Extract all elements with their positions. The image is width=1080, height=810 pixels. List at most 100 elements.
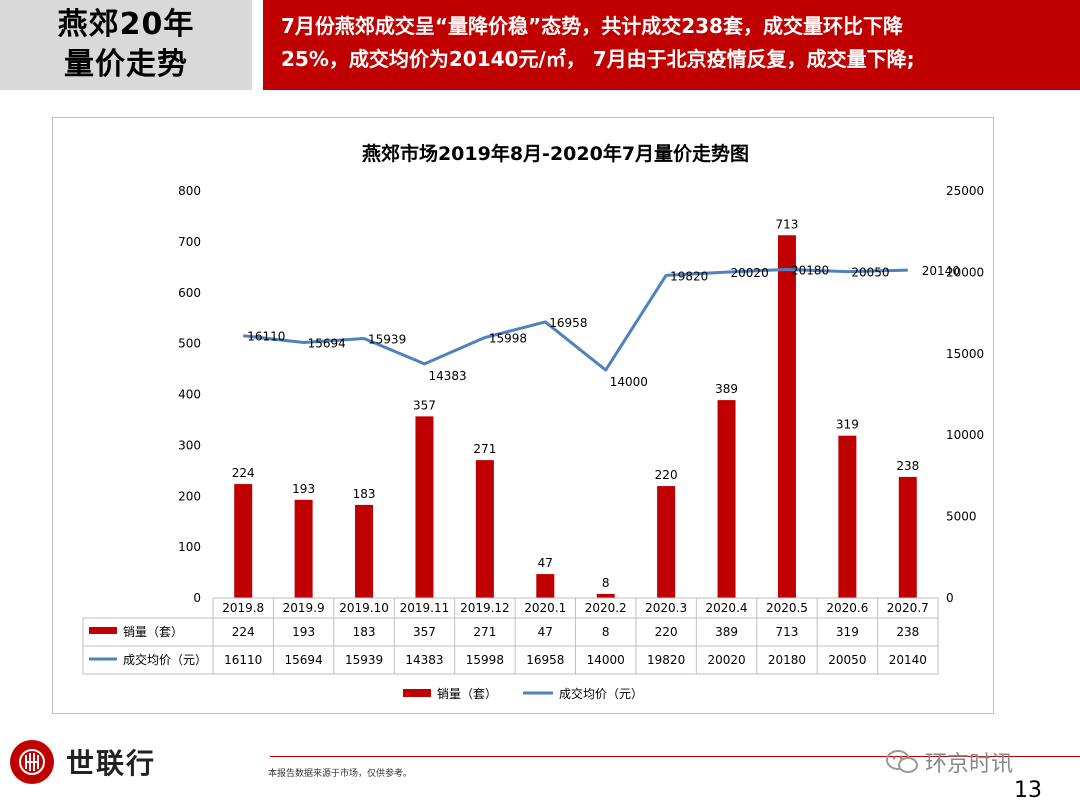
section-title: 燕郊20年 量价走势 <box>0 0 252 90</box>
y-right-tick-label: 15000 <box>946 347 984 361</box>
table-cell-price: 20180 <box>768 653 806 667</box>
headline-line2: 25%，成交均价为20140元/㎡， 7月由于北京疫情反复，成交量下降; <box>281 47 915 71</box>
x-tick-label: 2019.9 <box>283 601 325 615</box>
bar-sales-2019.12 <box>475 460 494 598</box>
chart-frame: 燕郊市场2019年8月-2020年7月量价走势图 0 100 200 300 400 500… <box>52 117 994 714</box>
table-cell-sales: 271 <box>473 625 496 639</box>
table-cell-sales: 357 <box>413 625 436 639</box>
page-number: 13 <box>1014 778 1042 803</box>
x-tick-label: 2020.2 <box>585 601 627 615</box>
table-cell-sales: 193 <box>292 625 315 639</box>
y-right-tick-label: 5000 <box>946 510 977 524</box>
table-cell-sales: 319 <box>836 625 859 639</box>
table-cell-sales: 183 <box>353 625 376 639</box>
bar-sales-2020.3 <box>657 486 676 598</box>
source-note: 本报告数据来源于市场，仅供参考。 <box>268 769 413 779</box>
table-cell-price: 20140 <box>889 653 927 667</box>
y-left-tick-label: 100 <box>178 540 201 554</box>
table-cell-price: 15998 <box>466 653 504 667</box>
table-cell-sales: 47 <box>538 625 553 639</box>
volume-price-chart: 燕郊市场2019年8月-2020年7月量价走势图 0 100 200 300 400 500… <box>82 142 984 701</box>
y-left-tick-label: 200 <box>178 489 201 503</box>
table-cell-sales: 238 <box>896 625 919 639</box>
bar-sales-2020.6 <box>838 435 857 598</box>
legend-sales: 销量（套） <box>437 687 497 701</box>
line-data-label: 16958 <box>549 316 587 330</box>
x-tick-label: 2020.5 <box>766 601 808 615</box>
line-data-label: 15998 <box>489 332 527 346</box>
y-left-tick-label: 500 <box>178 337 201 351</box>
bar-sales-2020.1 <box>536 574 555 598</box>
bar-sales-2019.8 <box>234 484 253 598</box>
bar-data-label: 713 <box>776 217 799 231</box>
x-tick-label: 2019.10 <box>339 601 389 615</box>
table-cell-price: 16958 <box>526 653 564 667</box>
line-data-label: 19820 <box>670 269 708 283</box>
table-cell-price: 14000 <box>587 653 625 667</box>
table-cell-price: 19820 <box>647 653 685 667</box>
table-cell-sales: 220 <box>655 625 678 639</box>
y-right-tick-label: 10000 <box>946 428 984 442</box>
bar-sales-2020.2 <box>596 593 615 598</box>
bar-sales-2019.10 <box>355 504 374 598</box>
x-tick-label: 2020.1 <box>524 601 566 615</box>
table-cell-sales: 8 <box>602 625 610 639</box>
x-tick-label: 2019.8 <box>222 601 264 615</box>
section-title-line1: 燕郊20年 <box>57 7 195 42</box>
line-data-label: 15694 <box>308 337 346 351</box>
y-right-tick-label: 0 <box>946 591 954 605</box>
bar-data-label: 389 <box>715 382 738 396</box>
bar-sales-2020.4 <box>717 400 736 598</box>
company-logo-text: 世联行 <box>66 747 157 780</box>
bar-data-label: 8 <box>602 576 610 590</box>
y-left-tick-label: 0 <box>193 591 201 605</box>
x-tick-label: 2019.12 <box>460 601 510 615</box>
table-legend-bar-key <box>89 627 117 634</box>
legend-price: 成交均价（元） <box>559 686 643 701</box>
bar-data-label: 319 <box>836 418 859 432</box>
table-cell-price: 15939 <box>345 653 383 667</box>
table-cell-sales: 713 <box>776 625 799 639</box>
x-tick-label: 2020.7 <box>887 601 929 615</box>
bar-data-label: 47 <box>538 556 553 570</box>
x-tick-label: 2019.11 <box>400 601 450 615</box>
y-right-tick-label: 25000 <box>946 184 984 198</box>
table-row-header-price: 成交均价（元） <box>123 652 207 667</box>
line-data-label: 14383 <box>428 369 466 383</box>
legend-bar-key <box>403 689 431 697</box>
table-cell-price: 15694 <box>285 653 323 667</box>
bar-sales-2019.11 <box>415 416 434 598</box>
chart-title: 燕郊市场2019年8月-2020年7月量价走势图 <box>362 142 749 165</box>
table-cell-sales: 224 <box>232 625 255 639</box>
line-data-label: 20180 <box>791 263 829 277</box>
bar-data-label: 271 <box>473 442 496 456</box>
table-cell-price: 20050 <box>828 653 866 667</box>
footer-divider <box>270 756 1080 757</box>
bar-data-label: 220 <box>655 468 678 482</box>
line-data-label: 15939 <box>368 333 406 347</box>
y-right-tick-label: 20000 <box>946 265 984 279</box>
bar-data-label: 183 <box>353 487 376 501</box>
line-data-label: 20020 <box>731 266 769 280</box>
section-title-line2: 量价走势 <box>64 47 188 82</box>
y-left-tick-label: 400 <box>178 388 201 402</box>
y-left-tick-label: 600 <box>178 286 201 300</box>
y-left-tick-label: 700 <box>178 235 201 249</box>
bar-data-label: 357 <box>413 398 436 412</box>
line-data-label: 14000 <box>610 375 648 389</box>
table-cell-price: 14383 <box>405 653 443 667</box>
x-tick-label: 2020.6 <box>826 601 868 615</box>
y-left-tick-label: 800 <box>178 184 201 198</box>
table-cell-sales: 389 <box>715 625 738 639</box>
wechat-account-name: 环京时讯 <box>925 752 1014 777</box>
line-data-label: 20140 <box>922 264 960 278</box>
wechat-icon <box>886 750 918 773</box>
headline-line1: 7月份燕郊成交呈“量降价稳”态势，共计成交238套，成交量环比下降 <box>281 14 903 38</box>
line-data-label: 20050 <box>851 266 889 280</box>
bar-sales-2019.9 <box>294 499 313 598</box>
bar-sales-2020.5 <box>777 235 796 598</box>
x-tick-label: 2020.4 <box>706 601 748 615</box>
line-data-label: 16110 <box>247 330 285 344</box>
wechat-watermark: 环京时讯 <box>885 746 1013 778</box>
company-logo-icon <box>10 740 54 784</box>
